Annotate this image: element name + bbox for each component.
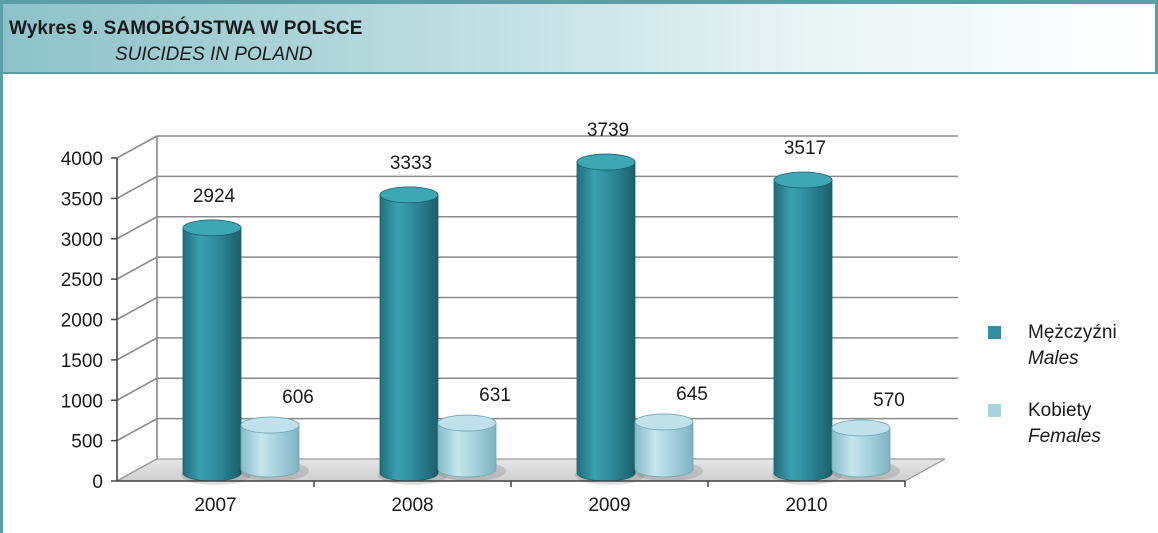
legend-swatch-males: [988, 326, 1001, 339]
bar-body: [773, 179, 833, 482]
bar-body: [576, 161, 636, 482]
bar-top: [379, 186, 439, 204]
wall-line: [116, 216, 158, 240]
legend-swatch-females: [988, 404, 1001, 417]
wall-line: [116, 256, 158, 280]
wall-line: [116, 377, 158, 401]
bar-body: [634, 421, 694, 478]
wall-line: [116, 337, 158, 361]
chart-header: Wykres 9. SAMOBÓJSTWA W POLSCE SUICIDES …: [0, 0, 1158, 74]
chart-title: Wykres 9. SAMOBÓJSTWA W POLSCE: [9, 18, 363, 39]
bar-females-2007: [239, 416, 309, 481]
bar-top: [182, 219, 242, 237]
wall-line: [116, 175, 158, 200]
bar-top: [240, 416, 300, 434]
bar-body: [240, 424, 300, 478]
bar-body: [379, 194, 439, 482]
y-tick-label: 1000: [61, 391, 103, 412]
data-label-males: 3333: [390, 153, 432, 174]
bar-females-2009: [633, 413, 703, 481]
chart-subtitle: SUICIDES IN POLAND: [115, 44, 313, 65]
y-tick-label: 0: [92, 472, 103, 493]
bar-top: [576, 153, 636, 171]
legend-sublabel-males: Males: [1028, 348, 1079, 369]
wall-line: [116, 296, 158, 321]
bar-females-2008: [436, 414, 506, 481]
data-label-females: 645: [676, 384, 708, 405]
y-tick-label: 3000: [61, 230, 103, 251]
x-tick-label: 2010: [785, 495, 827, 516]
bar-females-2010: [830, 419, 900, 481]
data-label-females: 570: [873, 390, 905, 411]
bar-males-2007: [181, 219, 251, 485]
y-tick-label: 500: [71, 432, 103, 453]
bar-body: [182, 227, 242, 482]
bar-males-2009: [575, 153, 645, 485]
data-label-males: 2924: [193, 186, 236, 207]
y-tick-label: 2500: [61, 270, 103, 291]
wall-line: [116, 417, 158, 442]
x-tick-label: 2007: [194, 495, 236, 516]
y-tick-label: 3500: [61, 189, 103, 210]
bar-body: [437, 422, 497, 478]
bar-top: [634, 413, 694, 431]
data-label-males: 3517: [784, 138, 826, 159]
wall-line: [116, 135, 158, 159]
y-tick-label: 4000: [61, 149, 103, 170]
bar-males-2008: [378, 186, 448, 485]
legend-label-males: Mężczyźni: [1028, 322, 1117, 343]
data-label-females: 631: [479, 385, 511, 406]
bar-males-2010: [772, 171, 842, 485]
y-tick-label: 2000: [61, 311, 103, 332]
legend-sublabel-females: Females: [1028, 426, 1101, 447]
data-label-females: 606: [282, 387, 314, 408]
x-tick-label: 2009: [588, 495, 630, 516]
x-tick-label: 2008: [391, 495, 433, 516]
bar-top: [831, 419, 891, 437]
legend-label-females: Kobiety: [1028, 400, 1092, 421]
y-tick-label: 1500: [61, 351, 103, 372]
bar-top: [437, 414, 497, 432]
bar-top: [773, 171, 833, 189]
left-border: [0, 74, 3, 533]
data-label-males: 3739: [587, 120, 629, 141]
bar-chart: 2924 606 3333 631 3739 645 3517 570 0 500 1000 150…: [61, 120, 958, 516]
bar-body: [831, 427, 891, 478]
